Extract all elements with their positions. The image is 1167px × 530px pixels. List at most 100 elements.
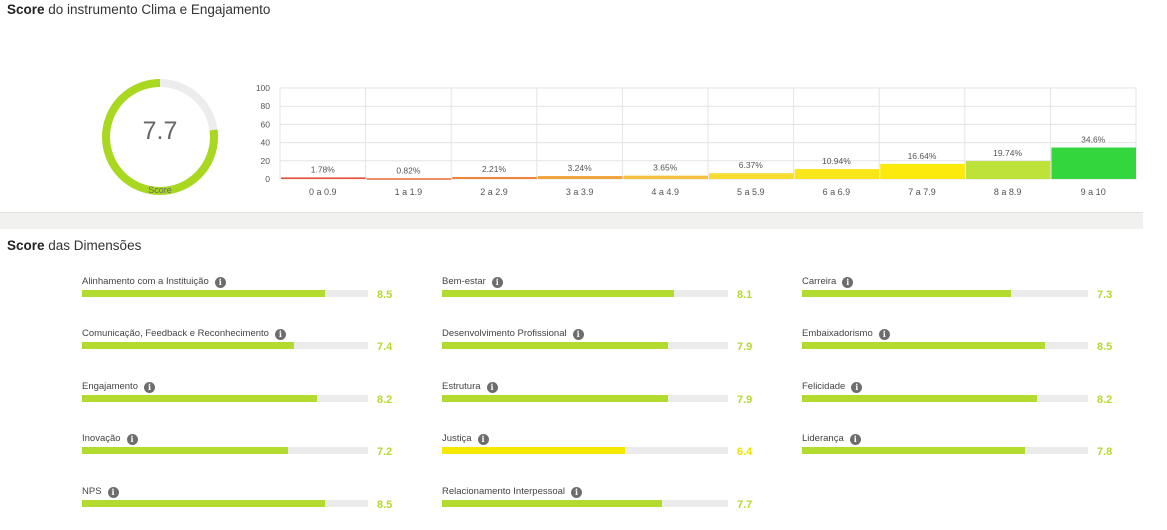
dimension-bar-track [82, 447, 368, 454]
dimension-item: Comunicação, Feedback e Reconhecimento i 7… [82, 328, 402, 364]
dimension-value: 7.3 [1097, 289, 1113, 301]
x-tick-label: 2 a 2.9 [480, 187, 508, 197]
dimension-bar-track [802, 290, 1088, 297]
dimension-value: 8.5 [1097, 341, 1113, 353]
dimension-label: Alinhamento com a Instituição i [82, 276, 226, 288]
info-icon[interactable]: i [107, 487, 119, 498]
dimension-item: Carreira i 7.3 [802, 276, 1122, 312]
dimension-item: Bem-estar i 8.1 [442, 276, 762, 312]
score-label: Score [148, 185, 172, 195]
dimension-value: 7.8 [1097, 446, 1113, 458]
y-tick-label: 20 [261, 156, 271, 166]
score-donut: 7.7 [100, 77, 220, 197]
dimension-label: Engajamento i [82, 381, 155, 393]
dimension-item: Engajamento i 8.2 [82, 381, 402, 417]
x-tick-label: 9 a 10 [1081, 187, 1106, 197]
dimensions-title: Score das Dimensões [7, 238, 142, 253]
dimension-label: Estrutura i [442, 381, 498, 393]
dimension-label-text: Embaixadorismo [802, 328, 873, 339]
bar-data-label: 16.64% [908, 151, 937, 161]
dimension-label-text: Bem-estar [442, 276, 486, 287]
dimension-bar-fill [442, 500, 663, 507]
dimension-bar-fill [802, 395, 1037, 402]
bar [281, 177, 366, 179]
dimension-label-text: Comunicação, Feedback e Reconhecimento [82, 328, 269, 339]
bar-data-label: 2.21% [482, 164, 507, 174]
info-icon[interactable]: i [477, 434, 489, 445]
bar-data-label: 0.82% [396, 165, 421, 175]
dimension-label: Bem-estar i [442, 276, 503, 288]
info-icon[interactable]: i [571, 487, 583, 498]
dimension-item: Relacionamento Interpessoal i 7.7 [442, 486, 762, 522]
dimension-bar-track [802, 395, 1088, 402]
bar [1051, 147, 1136, 179]
dimension-value: 7.9 [737, 341, 753, 353]
info-icon[interactable]: i [851, 382, 863, 393]
dimension-bar-fill [802, 290, 1011, 297]
dimension-label: Relacionamento Interpessoal i [442, 486, 583, 498]
bar [880, 163, 965, 179]
dimension-label-text: NPS [82, 486, 102, 497]
dimension-value: 8.5 [377, 289, 393, 301]
x-tick-label: 8 a 8.9 [994, 187, 1022, 197]
dimension-value: 6.4 [737, 446, 753, 458]
info-icon[interactable]: i [878, 329, 890, 340]
dimension-label: Justiça i [442, 433, 489, 445]
dimension-bar-track [802, 447, 1088, 454]
info-icon[interactable]: i [274, 329, 286, 340]
dimension-item: Desenvolvimento Profissional i 7.9 [442, 328, 762, 364]
dimension-bar-fill [82, 447, 288, 454]
info-icon[interactable]: i [214, 277, 226, 288]
dimension-bar-track [82, 500, 368, 507]
x-tick-label: 0 a 0.9 [309, 187, 337, 197]
dimension-bar-track [82, 395, 368, 402]
score-distribution-chart: 0 20 40 60 80 100 1.78% 0 a 0.9 0.82% 1 a 1.9 2.21… [256, 83, 1137, 197]
info-icon[interactable]: i [486, 382, 498, 393]
x-tick-label: 3 a 3.9 [566, 187, 594, 197]
y-tick-label: 40 [261, 138, 271, 148]
info-icon[interactable]: i [572, 329, 584, 340]
info-icon[interactable]: i [126, 434, 138, 445]
bar-data-label: 19.74% [993, 148, 1022, 158]
info-icon[interactable]: i [842, 277, 854, 288]
dimension-label-text: Inovação [82, 433, 121, 444]
bar [794, 169, 880, 179]
score-ring-fill [102, 79, 218, 195]
dimension-value: 8.2 [377, 394, 393, 406]
dimension-item: Embaixadorismo i 8.5 [802, 328, 1122, 364]
dimension-bar-fill [82, 342, 294, 349]
dimension-label-text: Desenvolvimento Profissional [442, 328, 567, 339]
dimension-label: Inovação i [82, 433, 138, 445]
dimension-bar-fill [442, 447, 626, 454]
y-tick-label: 80 [261, 101, 271, 111]
dimension-bar-track [82, 290, 368, 297]
dimension-bar-fill [442, 290, 674, 297]
dimension-item: Inovação i 7.2 [82, 433, 402, 469]
dimension-bar-fill [802, 342, 1046, 349]
dimension-value: 7.7 [737, 499, 753, 511]
info-icon[interactable]: i [849, 434, 861, 445]
dimension-bar-fill [442, 395, 668, 402]
dimension-value: 7.9 [737, 394, 753, 406]
bar-data-label: 34.6% [1081, 135, 1106, 145]
info-icon[interactable]: i [143, 382, 155, 393]
dimension-bar-track [442, 500, 728, 507]
bar-data-label: 3.24% [568, 163, 593, 173]
y-tick-label: 60 [261, 119, 271, 129]
dimension-value: 8.1 [737, 289, 753, 301]
dimension-bar-track [442, 447, 728, 454]
bar [709, 173, 794, 179]
dimension-value: 7.2 [377, 446, 393, 458]
dimension-bar-track [442, 342, 728, 349]
x-tick-label: 6 a 6.9 [823, 187, 851, 197]
dimension-bar-fill [802, 447, 1026, 454]
dimension-label-text: Justiça [442, 433, 472, 444]
info-icon[interactable]: i [491, 277, 503, 288]
dimension-item: Justiça i 6.4 [442, 433, 762, 469]
bar [366, 178, 452, 180]
dimension-bar-track [82, 342, 368, 349]
bar-data-label: 10.94% [822, 156, 851, 166]
dimension-label: Carreira i [802, 276, 854, 288]
dimension-label-text: Liderança [802, 433, 844, 444]
dimension-bar-track [442, 395, 728, 402]
